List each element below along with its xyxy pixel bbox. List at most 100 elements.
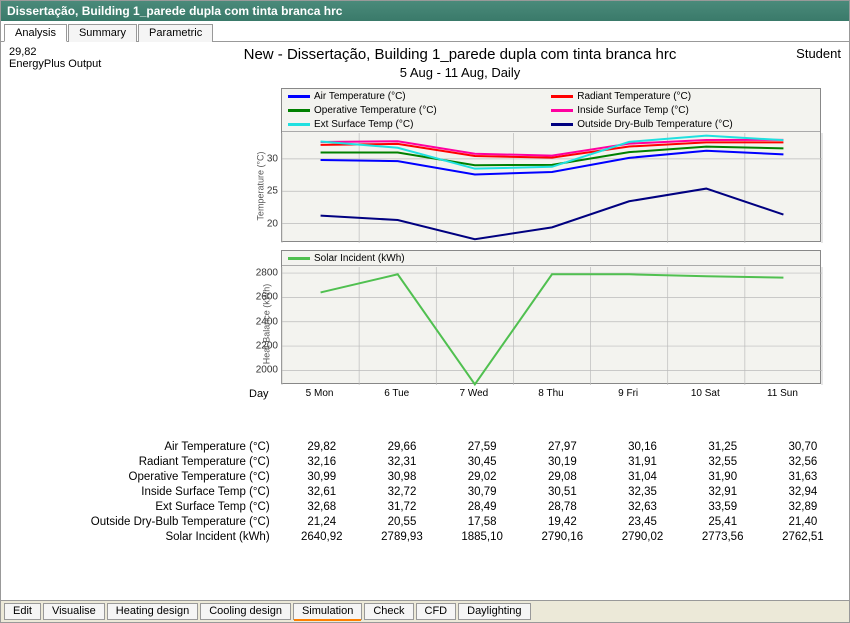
series-line[interactable]: [321, 151, 784, 175]
bottom-tab-simulation[interactable]: Simulation: [293, 603, 362, 620]
table-row-label: Ext Surface Temp (°C): [1, 499, 282, 514]
legend-label: Air Temperature (°C): [314, 91, 406, 102]
window-title-text: Dissertação, Building 1_parede dupla com…: [7, 4, 342, 18]
bottom-tab-check[interactable]: Check: [364, 603, 413, 620]
table-cell: 32,16: [282, 454, 362, 469]
ytick-label: 30: [267, 153, 278, 164]
table-cell: 32,61: [282, 484, 362, 499]
chart-1[interactable]: Air Temperature (°C) Radiant Temperature …: [281, 88, 821, 242]
xaxis-day-label: 5 Mon: [281, 388, 358, 399]
table-row: Radiant Temperature (°C)32,1632,3130,453…: [1, 454, 843, 469]
legend-swatch: [288, 109, 310, 112]
table-row-label: Solar Incident (kWh): [1, 529, 282, 544]
table-row: Inside Surface Temp (°C)32,6132,7230,79 3…: [1, 484, 843, 499]
table-cell: 30,79: [442, 484, 522, 499]
table-cell: 32,31: [362, 454, 442, 469]
bottom-tab-visualise[interactable]: Visualise: [43, 603, 105, 620]
table-cell: 2762,51: [763, 529, 843, 544]
legend-item[interactable]: Ext Surface Temp (°C): [288, 119, 535, 130]
legend-item[interactable]: Inside Surface Temp (°C): [551, 105, 798, 116]
legend-swatch: [551, 123, 573, 126]
top-tab-summary[interactable]: Summary: [68, 24, 137, 42]
table-cell: 30,16: [602, 439, 682, 454]
xaxis-day-label: 9 Fri: [590, 388, 667, 399]
legend-label: Ext Surface Temp (°C): [314, 119, 413, 130]
bottom-tab-bar: EditVisualiseHeating designCooling desig…: [1, 600, 849, 622]
legend-item[interactable]: Solar Incident (kWh): [288, 253, 535, 264]
table-row-label: Radiant Temperature (°C): [1, 454, 282, 469]
table-cell: 32,91: [683, 484, 763, 499]
table-cell: 19,42: [522, 514, 602, 529]
table-cell: 25,41: [683, 514, 763, 529]
table-cell: 31,91: [602, 454, 682, 469]
top-tab-parametric[interactable]: Parametric: [138, 24, 213, 42]
table-cell: 32,55: [683, 454, 763, 469]
ytick-label: 2800: [256, 268, 278, 279]
table-cell: 21,40: [763, 514, 843, 529]
top-tab-bar: AnalysisSummaryParametric: [1, 21, 849, 42]
table-row: Solar Incident (kWh)2640,922789,931885,1…: [1, 529, 843, 544]
table-cell: 30,99: [282, 469, 362, 484]
table-cell: 31,25: [683, 439, 763, 454]
legend-label: Outside Dry-Bulb Temperature (°C): [577, 119, 733, 130]
chart-2-ylabel: Heat Balance (kWh): [261, 284, 271, 365]
table-cell: 32,35: [602, 484, 682, 499]
legend-item[interactable]: Air Temperature (°C): [288, 91, 535, 102]
header-small-value: 29,82: [9, 46, 139, 58]
bottom-tab-heating-design[interactable]: Heating design: [107, 603, 198, 620]
table-cell: 32,94: [763, 484, 843, 499]
table-cell: 32,56: [763, 454, 843, 469]
table-cell: 31,90: [683, 469, 763, 484]
table-row-label: Inside Surface Temp (°C): [1, 484, 282, 499]
bottom-tab-cooling-design[interactable]: Cooling design: [200, 603, 291, 620]
table-cell: 17,58: [442, 514, 522, 529]
table-row: Outside Dry-Bulb Temperature (°C)21,2420…: [1, 514, 843, 529]
top-tab-analysis[interactable]: Analysis: [4, 24, 67, 42]
ytick-label: 20: [267, 218, 278, 229]
table-row: Operative Temperature (°C)30,9930,9829,0…: [1, 469, 843, 484]
legend-item[interactable]: Operative Temperature (°C): [288, 105, 535, 116]
table-cell: 23,45: [602, 514, 682, 529]
table-cell: 28,78: [522, 499, 602, 514]
series-line[interactable]: [321, 274, 784, 384]
table-cell: 30,19: [522, 454, 602, 469]
series-line[interactable]: [321, 189, 784, 240]
chart-1-ylabel: Temperature (°C): [256, 151, 266, 220]
table-cell: 2640,92: [282, 529, 362, 544]
table-cell: 32,68: [282, 499, 362, 514]
table-cell: 31,04: [602, 469, 682, 484]
table-cell: 33,59: [683, 499, 763, 514]
legend-swatch: [551, 95, 573, 98]
table-cell: 29,82: [282, 439, 362, 454]
table-cell: 29,66: [362, 439, 442, 454]
header-right-label: Student: [781, 46, 841, 61]
table-cell: 30,45: [442, 454, 522, 469]
legend-item[interactable]: Radiant Temperature (°C): [551, 91, 798, 102]
table-cell: 2790,02: [602, 529, 682, 544]
table-cell: 30,70: [763, 439, 843, 454]
table-cell: 27,59: [442, 439, 522, 454]
bottom-tab-daylighting[interactable]: Daylighting: [458, 603, 530, 620]
table-cell: 32,89: [763, 499, 843, 514]
legend-label: Solar Incident (kWh): [314, 253, 405, 264]
legend-item[interactable]: Outside Dry-Bulb Temperature (°C): [551, 119, 798, 130]
table-cell: 29,02: [442, 469, 522, 484]
table-row-label: Air Temperature (°C): [1, 439, 282, 454]
table-cell: 1885,10: [442, 529, 522, 544]
table-cell: 2789,93: [362, 529, 442, 544]
xaxis-day-label: 7 Wed: [435, 388, 512, 399]
bottom-tab-edit[interactable]: Edit: [4, 603, 41, 620]
page-title: New - Dissertação, Building 1_parede dup…: [139, 46, 781, 63]
legend-label: Operative Temperature (°C): [314, 105, 437, 116]
header-row: 29,82 EnergyPlus Output New - Dissertaçã…: [1, 42, 849, 80]
table-cell: 21,24: [282, 514, 362, 529]
page-subtitle: 5 Aug - 11 Aug, Daily: [139, 65, 781, 80]
table-cell: 30,98: [362, 469, 442, 484]
chart-2[interactable]: Solar Incident (kWh)20002200240026002800: [281, 250, 821, 384]
xaxis-day-label: 11 Sun: [744, 388, 821, 399]
table-cell: 32,63: [602, 499, 682, 514]
table-cell: 32,72: [362, 484, 442, 499]
bottom-tab-cfd[interactable]: CFD: [416, 603, 457, 620]
table-row-label: Operative Temperature (°C): [1, 469, 282, 484]
legend-swatch: [551, 109, 573, 112]
